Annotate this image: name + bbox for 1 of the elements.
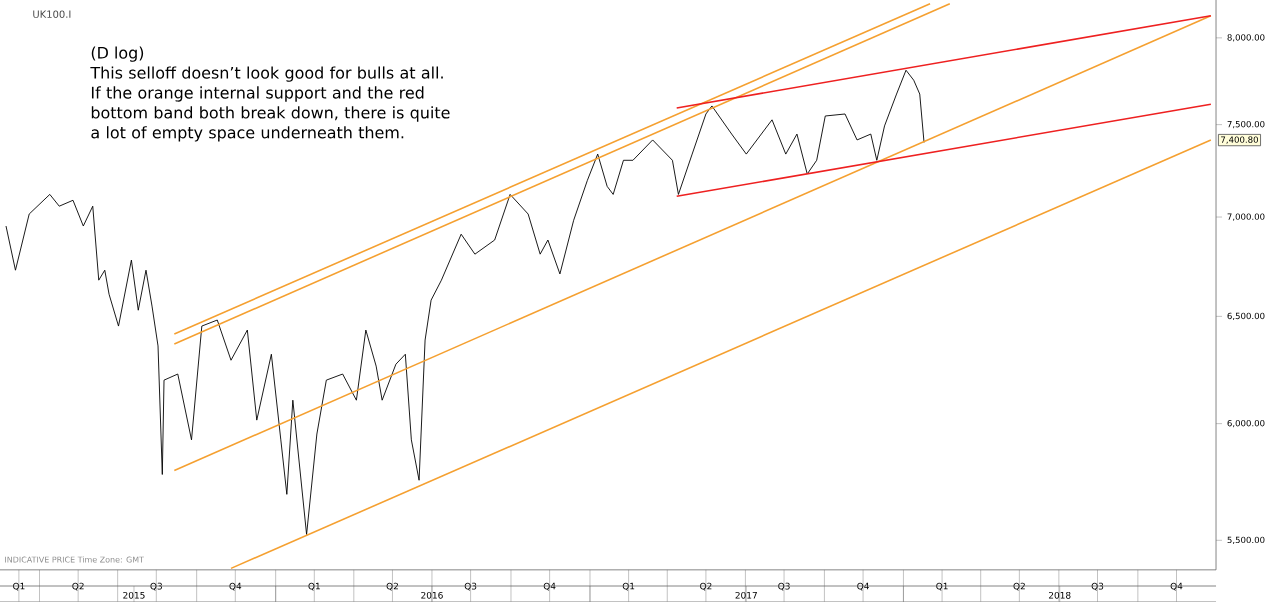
line-series [5,69,925,535]
